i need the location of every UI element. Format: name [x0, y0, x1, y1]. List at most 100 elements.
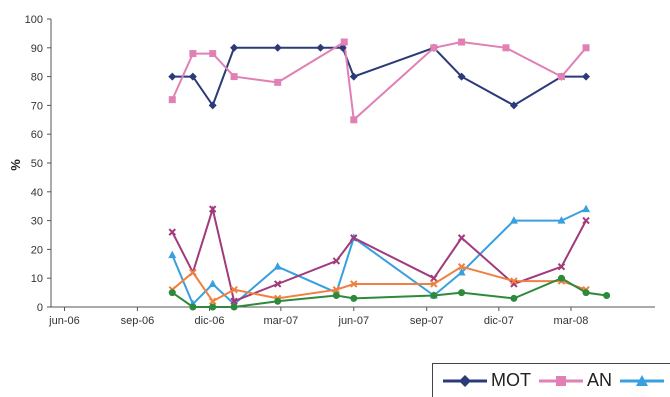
- x-tick-label: dic-07: [484, 315, 514, 327]
- data-point-series-2: [208, 279, 217, 287]
- series-markers: [168, 38, 611, 311]
- legend-label-mot: MOT: [491, 370, 531, 390]
- data-point-series-1: [168, 96, 176, 104]
- y-tick-label: 60: [31, 129, 43, 141]
- data-point-series-3: [273, 280, 282, 288]
- data-point-series-0: [582, 72, 591, 81]
- data-point-series-1: [189, 50, 197, 58]
- y-tick-label: 10: [31, 273, 43, 285]
- data-point-series-1: [557, 73, 565, 81]
- data-point-series-4: [457, 262, 466, 271]
- data-point-series-2: [168, 250, 177, 259]
- data-point-series-5: [510, 294, 518, 302]
- data-point-series-3: [168, 228, 176, 236]
- data-point-series-1: [582, 44, 590, 52]
- legend-swatch-mot: [443, 374, 487, 388]
- data-point-series-4: [208, 297, 217, 305]
- data-point-series-5: [168, 289, 176, 297]
- series-line-4: [171, 265, 587, 303]
- series-line-2: [171, 208, 587, 306]
- y-axis-label-group: %: [8, 159, 23, 171]
- data-point-series-5: [430, 291, 438, 299]
- legend-swatch-an: [539, 374, 583, 388]
- data-point-series-3: [350, 234, 358, 242]
- y-tick-label: 100: [25, 14, 43, 26]
- data-point-series-2: [509, 216, 518, 224]
- data-point-series-4: [350, 280, 358, 288]
- data-point-series-5: [274, 297, 282, 305]
- data-point-series-0: [230, 43, 239, 52]
- data-point-series-5: [603, 291, 611, 299]
- y-tick-label: 0: [37, 302, 43, 314]
- x-tick-label: jun-06: [48, 315, 80, 327]
- data-point-series-2: [557, 216, 566, 224]
- data-point-series-3: [332, 257, 341, 265]
- x-tick-label: mar-08: [554, 315, 589, 327]
- legend-item-third: [620, 374, 668, 388]
- data-point-series-0: [349, 72, 358, 81]
- y-tick-label: 30: [31, 216, 43, 228]
- data-point-series-5: [458, 289, 466, 297]
- data-point-series-0: [316, 43, 325, 52]
- data-point-series-1: [350, 116, 358, 124]
- series-line-1: [171, 40, 587, 122]
- legend-swatch-third: [620, 374, 665, 388]
- legend-item-an: AN: [539, 370, 612, 391]
- data-point-series-5: [209, 303, 217, 311]
- data-point-series-1: [230, 73, 238, 81]
- data-point-series-4: [230, 286, 238, 294]
- data-point-series-5: [350, 294, 358, 302]
- data-point-series-3: [557, 262, 566, 271]
- data-point-series-0: [273, 43, 282, 52]
- data-point-series-3: [208, 205, 217, 213]
- axes: [50, 19, 655, 308]
- data-point-series-0: [509, 101, 518, 110]
- y-ticks: 0 10 20 30 40 50 60 70 80 90 100: [25, 14, 51, 314]
- series-lines: [171, 40, 607, 308]
- y-tick-label: 20: [31, 244, 43, 256]
- data-point-series-2: [457, 267, 466, 276]
- data-point-series-5: [230, 303, 238, 311]
- data-point-series-3: [230, 297, 238, 305]
- x-tick-label: mar-07: [263, 315, 298, 327]
- data-point-series-5: [557, 274, 565, 282]
- data-point-series-5: [332, 291, 340, 299]
- y-tick-label: 90: [31, 43, 43, 55]
- data-point-series-2: [273, 262, 282, 270]
- x-ticks: jun-06 sep-06 dic-06 mar-07 jun-07 sep-07 dic-…: [48, 307, 588, 327]
- y-axis-label: %: [8, 159, 23, 171]
- x-tick-label: jun-07: [338, 315, 370, 327]
- data-point-series-1: [430, 44, 438, 52]
- legend: MOT AN: [432, 363, 670, 397]
- x-tick-label: dic-06: [195, 315, 225, 327]
- legend-label-an: AN: [587, 370, 613, 390]
- data-point-series-3: [430, 274, 438, 282]
- x-tick-label: sep-06: [121, 315, 155, 327]
- legend-item-mot: MOT: [443, 370, 531, 391]
- data-point-series-1: [502, 44, 510, 52]
- x-tick-label: sep-07: [410, 315, 444, 327]
- y-tick-label: 50: [31, 158, 43, 170]
- data-point-series-4: [430, 280, 438, 288]
- data-point-series-4: [510, 277, 518, 285]
- data-point-series-0: [457, 72, 466, 81]
- data-point-series-0: [338, 43, 347, 52]
- y-tick-label: 70: [31, 100, 43, 112]
- data-point-series-3: [457, 234, 466, 242]
- y-tick-label: 40: [31, 187, 43, 199]
- data-point-series-1: [274, 78, 282, 86]
- data-point-series-3: [582, 216, 590, 225]
- data-point-series-2: [582, 204, 591, 213]
- data-point-series-5: [189, 303, 197, 311]
- data-point-series-0: [168, 72, 177, 81]
- data-point-series-0: [188, 72, 197, 81]
- data-point-series-4: [332, 286, 341, 294]
- series-line-5: [171, 277, 607, 308]
- data-point-series-1: [209, 50, 217, 58]
- data-point-series-0: [208, 101, 217, 110]
- y-tick-label: 80: [31, 72, 43, 84]
- data-point-series-1: [340, 38, 348, 46]
- data-point-series-4: [189, 268, 197, 277]
- data-point-series-5: [582, 289, 590, 297]
